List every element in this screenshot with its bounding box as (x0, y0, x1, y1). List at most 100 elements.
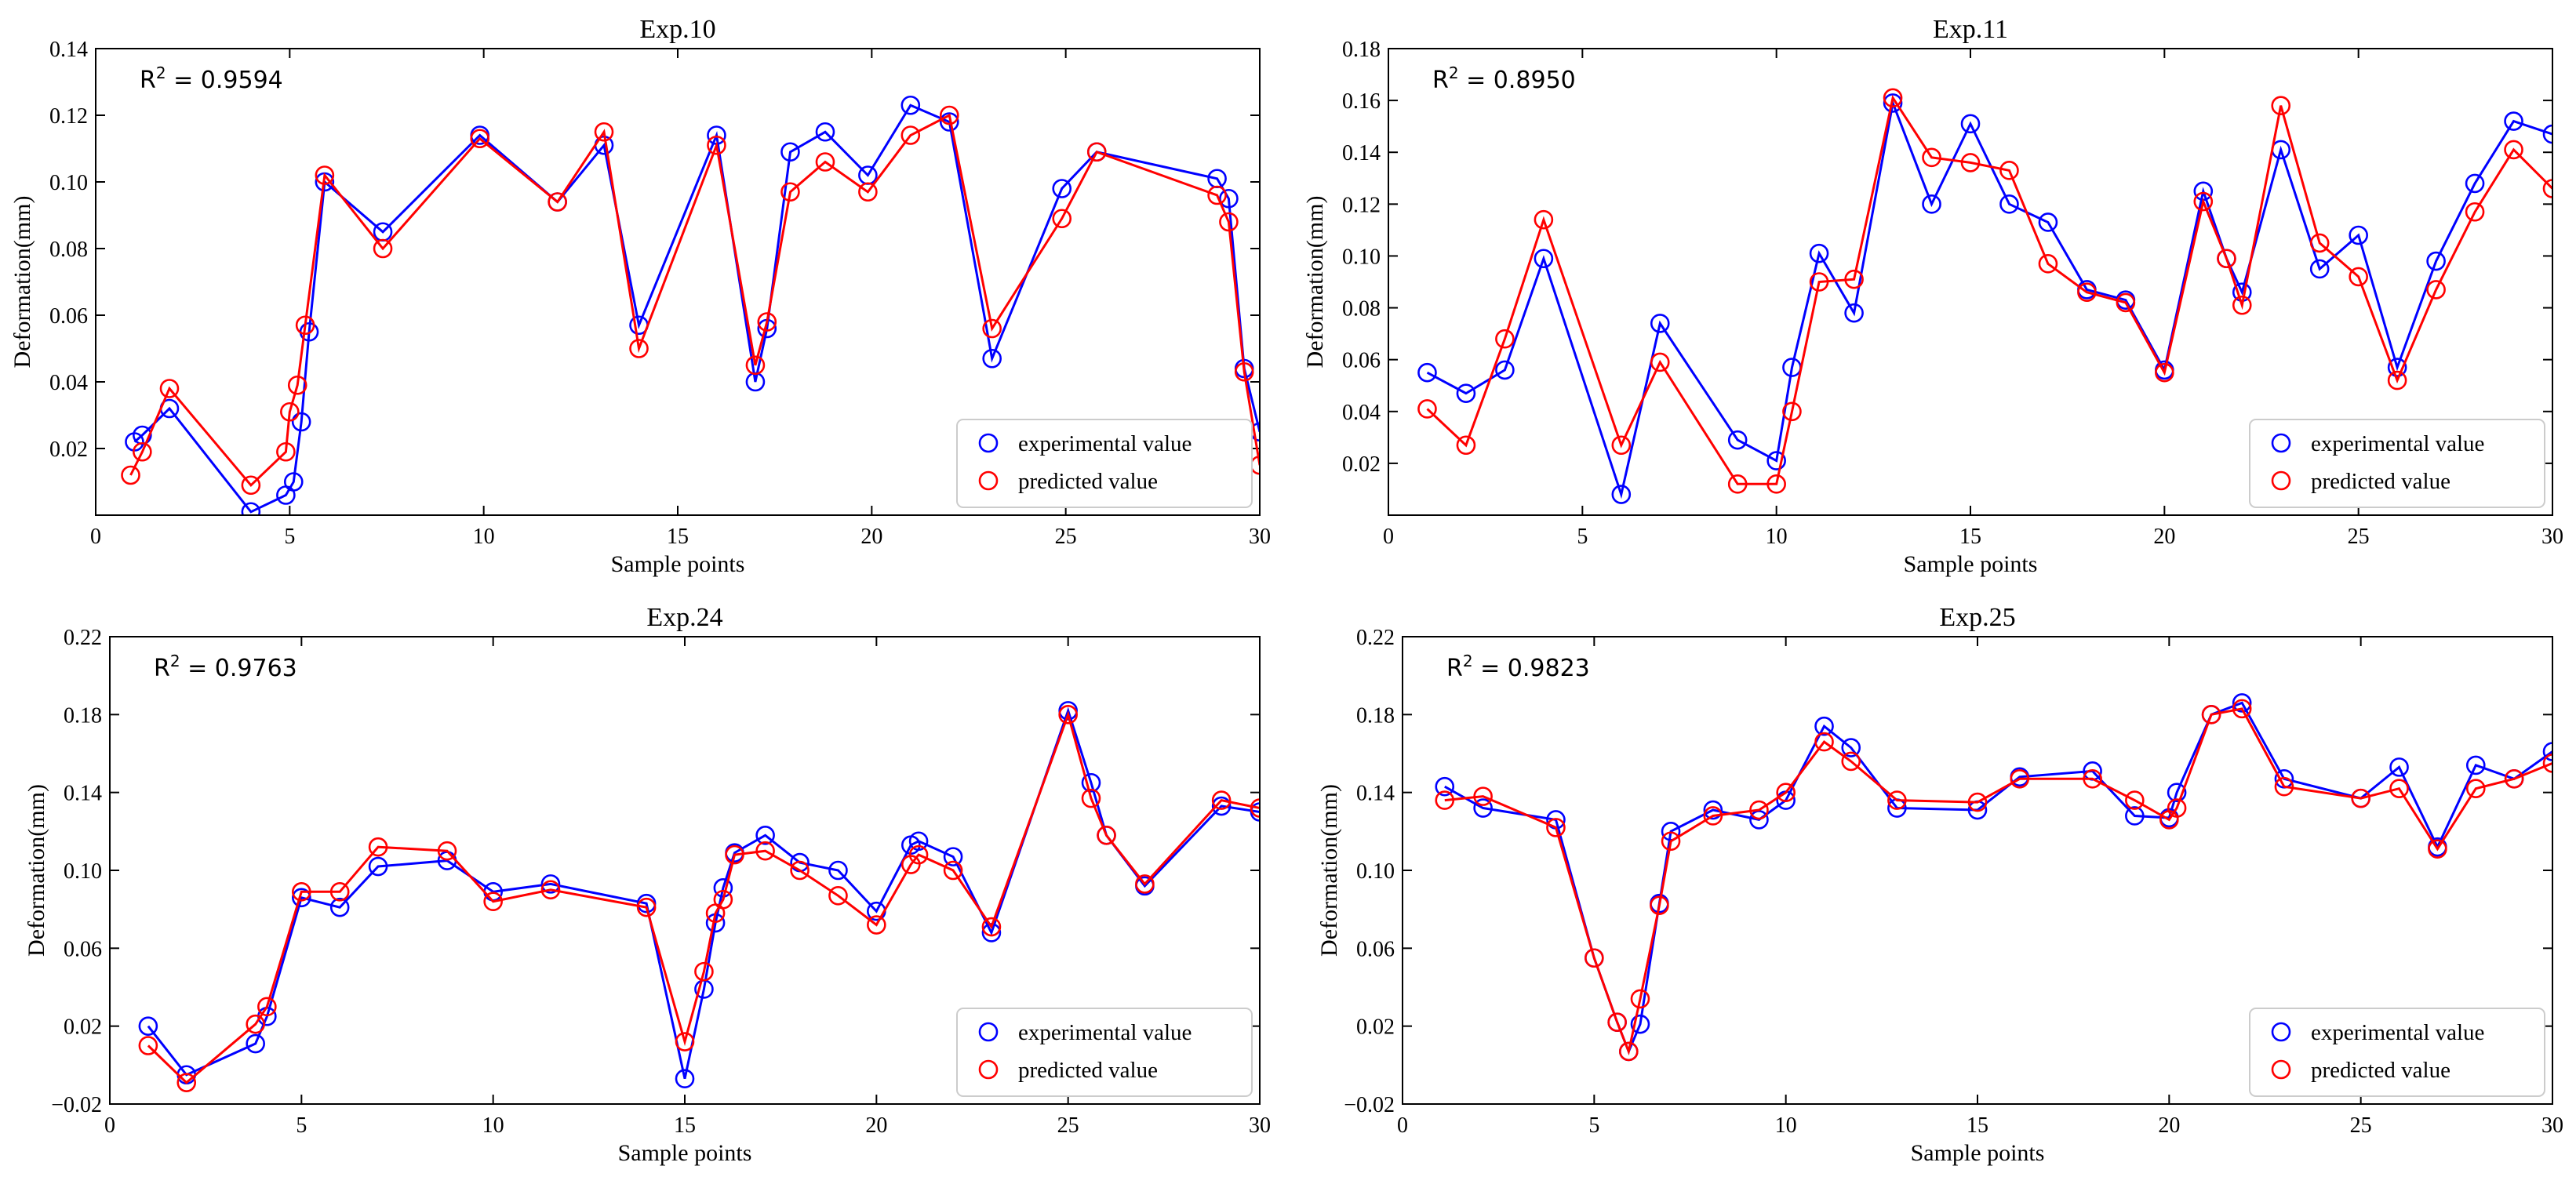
r-squared-value: = 0.8950 (1459, 67, 1576, 94)
data-point (982, 318, 1002, 339)
data-point (241, 502, 261, 515)
legend-label: predicted value (1018, 1058, 1158, 1083)
y-tick-label: 0.10 (1356, 859, 1395, 884)
data-point (1534, 249, 1554, 269)
chart-0: Exp.100 5 10 15 20 25 300.020.040.060.080.100.… (9, 15, 1271, 577)
r-squared-annotation: R2 = 0.8950 (1432, 64, 1576, 94)
data-point (2351, 788, 2370, 808)
data-point (133, 441, 152, 462)
y-tick-label: 0.14 (1356, 782, 1395, 806)
data-point (1058, 705, 1078, 725)
plot-frame (109, 636, 1261, 1105)
x-tick-label: 20 (865, 1113, 887, 1138)
data-point (176, 1073, 197, 1092)
data-point (2217, 249, 2236, 269)
series-predicted (1435, 699, 2552, 1062)
y-axis-label: Deformation(mm) (1302, 196, 1328, 369)
data-point (2232, 295, 2252, 315)
x-tick-label: 0 (90, 525, 101, 549)
legend: experimental value predicted value (956, 1008, 1253, 1097)
data-point (815, 122, 835, 142)
series-line (147, 710, 1260, 1084)
data-point (1922, 194, 1941, 214)
data-point (1782, 401, 1802, 422)
data-point (1417, 399, 1437, 419)
data-point (1097, 826, 1116, 845)
data-point (1473, 798, 1493, 818)
r-superscript: 2 (1449, 64, 1459, 82)
y-tick-label: 0.10 (1342, 245, 1381, 269)
x-tick-label: 30 (1249, 1113, 1271, 1138)
data-point (1967, 792, 1988, 812)
data-point (1809, 243, 1829, 263)
data-point (1650, 895, 1669, 915)
data-point (1052, 209, 1072, 229)
data-point (1630, 1014, 1650, 1034)
data-point (780, 142, 800, 162)
y-axis-label: Deformation(mm) (9, 196, 35, 369)
legend-marker (2271, 470, 2291, 491)
data-point (725, 844, 744, 865)
legend-box (956, 419, 1253, 508)
chart-title: Exp.25 (1939, 603, 2015, 632)
data-point (257, 997, 277, 1017)
data-point (1081, 788, 1101, 808)
data-point (2309, 259, 2330, 279)
data-point (2542, 179, 2552, 198)
data-point (2542, 754, 2552, 773)
data-point (790, 860, 810, 881)
data-point (121, 465, 140, 485)
x-tick-label: 5 (296, 1113, 307, 1138)
x-tick-label: 15 (674, 1113, 696, 1138)
data-point (329, 897, 350, 917)
data-point (540, 880, 561, 900)
r-superscript: 2 (156, 64, 166, 82)
data-point (470, 129, 490, 149)
y-axis: 0.02 0.04 0.06 0.08 0.10 0.12 0.14 0.16 0.18 (1342, 38, 2552, 477)
x-tick-label: 5 (1577, 525, 1588, 549)
data-point (2465, 202, 2485, 222)
x-tick-label: 15 (1967, 1113, 1988, 1138)
x-axis-label: Sample points (1904, 551, 2038, 577)
legend-box (2249, 419, 2545, 508)
data-point (815, 152, 835, 172)
data-point (548, 192, 567, 212)
data-point (138, 1036, 158, 1055)
x-tick-label: 10 (1775, 1113, 1797, 1138)
data-point (2125, 790, 2145, 810)
data-point (2387, 358, 2407, 377)
series-predicted (1417, 88, 2552, 494)
data-point (1534, 209, 1554, 230)
x-tick-label: 15 (667, 525, 689, 549)
data-point (315, 165, 335, 185)
legend-label: experimental value (1018, 431, 1192, 456)
x-tick-label: 15 (1959, 525, 1981, 549)
y-tick-label: −0.02 (1344, 1093, 1395, 1117)
data-point (1052, 179, 1072, 198)
data-point (1611, 435, 1632, 456)
y-tick-label: 0.02 (64, 1015, 102, 1040)
data-point (1883, 93, 1903, 113)
data-point (1766, 474, 1786, 494)
y-tick-label: 0.10 (64, 859, 102, 884)
legend-box (956, 1008, 1253, 1097)
data-point (2155, 362, 2174, 383)
data-point (2077, 282, 2097, 303)
y-axis: 0.02 0.04 0.06 0.08 0.10 0.12 0.14 (49, 38, 1260, 462)
data-point (636, 897, 657, 917)
x-tick-label: 0 (104, 1113, 115, 1138)
data-point (2010, 768, 2030, 789)
data-point (241, 475, 261, 496)
data-point (757, 312, 777, 332)
data-point (828, 885, 848, 906)
data-point (1650, 314, 1670, 333)
data-point (292, 888, 311, 908)
y-tick-label: 0.22 (1356, 626, 1395, 650)
data-point (1234, 361, 1254, 382)
x-tick-label: 10 (1766, 525, 1788, 549)
data-point (1809, 272, 1829, 292)
r-symbol: R (154, 655, 170, 682)
chart-3: Exp.250 5 10 15 20 25 30−0.020.020.060.100.140… (1316, 603, 2563, 1166)
data-point (1999, 161, 2019, 180)
y-axis: −0.02 0.02 0.06 0.10 0.14 0.18 0.22 (51, 626, 1260, 1117)
